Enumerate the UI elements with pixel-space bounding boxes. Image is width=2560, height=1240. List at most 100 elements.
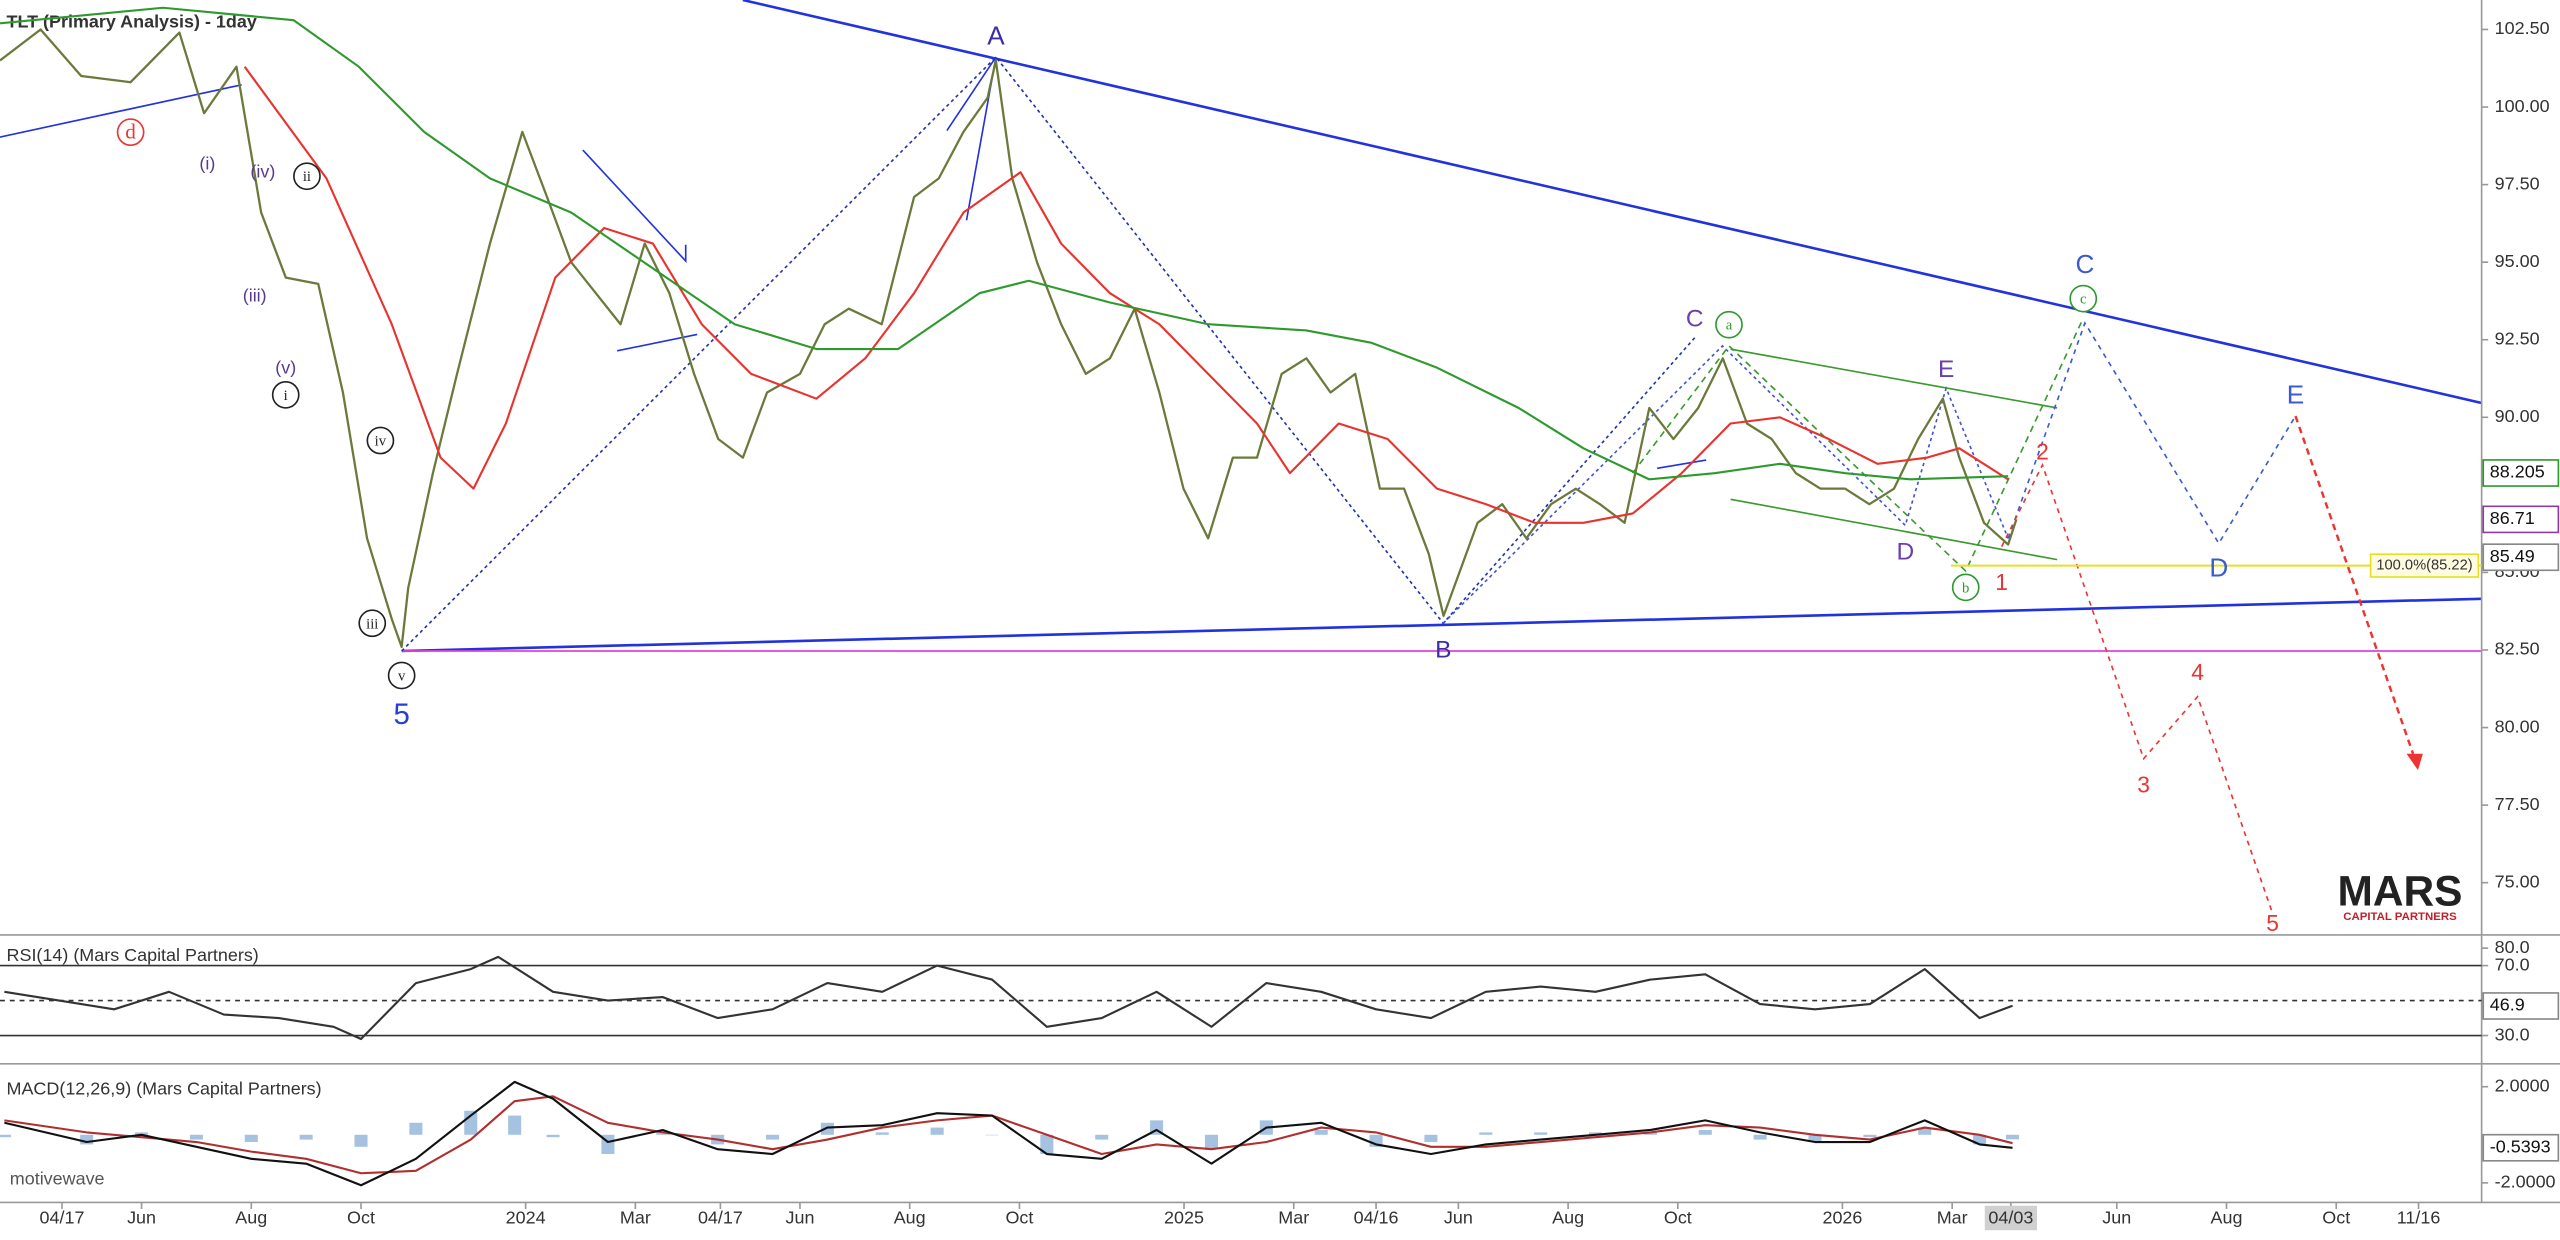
wave-label: 5: [393, 698, 409, 731]
x-tick-label: 04/16: [1354, 1208, 1399, 1228]
wave-circle: [387, 661, 416, 690]
last-value-label: 46.9: [2490, 995, 2525, 1015]
wave-label: B: [1435, 636, 1451, 663]
x-tick-highlight: [1984, 1205, 2037, 1231]
x-tick-label: Oct: [2322, 1208, 2350, 1228]
y-tick-label: 70.0: [2495, 954, 2530, 974]
histogram-bar: [1589, 1132, 1603, 1135]
drawings: [0, 0, 2560, 1204]
series-line: [4, 1080, 2013, 1187]
histogram-bar: [1424, 1134, 1438, 1142]
y-tick-label: 100.00: [2495, 96, 2550, 116]
x-tick-label: Jun: [127, 1208, 156, 1228]
macd-title: MACD(12,26,9) (Mars Capital Partners): [7, 1079, 322, 1099]
level-label: 100.0%(85.22): [2376, 557, 2472, 573]
x-tick-label: Aug: [894, 1208, 926, 1228]
last-value-badge: [2482, 505, 2560, 534]
y-tick-label: 80.00: [2495, 716, 2540, 736]
wave-label: 2: [2036, 439, 2049, 465]
histogram-bar: [546, 1134, 560, 1138]
last-value-badge: [2482, 1133, 2560, 1162]
wave-circle: [2069, 284, 2098, 313]
x-tick-label: 04/17: [40, 1208, 85, 1228]
level-label-bg: [2369, 553, 2480, 578]
wave-label: E: [2287, 379, 2304, 409]
y-tick-label: 102.50: [2495, 18, 2550, 38]
y-tick-label: 97.50: [2495, 173, 2540, 193]
wave-circle: [358, 609, 387, 638]
y-tick-label: 2.0000: [2495, 1075, 2550, 1095]
histogram-bar: [820, 1122, 834, 1135]
y-tick-label: 90.00: [2495, 406, 2540, 426]
wave-label: (v): [275, 357, 296, 377]
series-line: [0, 6, 2009, 481]
logo-name: MARS: [2338, 867, 2463, 914]
histogram-bar: [1698, 1129, 1712, 1135]
histogram-bar: [1643, 1132, 1657, 1135]
logo-tagline: CAPITAL PARTNERS: [2343, 911, 2457, 923]
wave-label: C: [1686, 305, 1704, 332]
wave-label: v: [398, 668, 406, 684]
wave-label: i: [284, 388, 288, 404]
wave-circle: [366, 426, 395, 455]
wave-label: (i): [199, 154, 215, 174]
last-value-label: 86.71: [2490, 508, 2535, 528]
last-value-label: 85.49: [2490, 546, 2535, 566]
x-tick-label: Oct: [1005, 1208, 1033, 1228]
y-tick-label: 30.0: [2495, 1024, 2530, 1044]
x-tick-label: 2025: [1164, 1208, 1204, 1228]
x-tick-label: Mar: [1937, 1208, 1968, 1228]
x-tick-label: 04/03: [1988, 1208, 2033, 1228]
x-tick-label: 2026: [1822, 1208, 1862, 1228]
wave-label: 5: [2266, 910, 2279, 936]
wave-label: iii: [366, 616, 378, 632]
x-tick-label: Jun: [2102, 1208, 2131, 1228]
wave-label: A: [987, 20, 1005, 50]
last-value-label: 88.205: [2490, 462, 2545, 482]
y-tick-label: 92.50: [2495, 328, 2540, 348]
histogram-bar: [1863, 1134, 1877, 1138]
last-value-badge: [2482, 992, 2560, 1020]
wave-label: b: [1962, 580, 1969, 596]
histogram-bar: [464, 1110, 478, 1135]
histogram-bar: [1040, 1134, 1054, 1155]
x-tick-label: Mar: [620, 1208, 651, 1228]
y-tick-label: 82.50: [2495, 639, 2540, 659]
y-tick-label: 80.0: [2495, 937, 2530, 957]
histogram-bar: [656, 1132, 670, 1135]
histogram-bar: [1753, 1134, 1767, 1140]
wave-label: a: [1726, 318, 1733, 334]
wave-label: (iii): [243, 286, 267, 306]
y-tick-label: -2.0000: [2495, 1172, 2556, 1192]
histogram-bar: [765, 1134, 780, 1140]
x-tick-label: 04/17: [698, 1208, 743, 1228]
wave-label: C: [2075, 249, 2094, 279]
histogram-bar: [135, 1132, 149, 1135]
wave-circle: [1715, 310, 1743, 339]
histogram-bar: [508, 1115, 522, 1135]
histogram-bar: [1973, 1134, 1987, 1145]
wave-label: (iv): [250, 162, 275, 182]
wave-circle: [271, 380, 300, 409]
rsi-title: RSI(14) (Mars Capital Partners): [7, 945, 259, 965]
x-tick-label: Oct: [347, 1208, 375, 1228]
histogram-bar: [1204, 1134, 1218, 1150]
histogram-bar: [1534, 1132, 1548, 1135]
y-tick-label: 75.00: [2495, 871, 2540, 891]
histogram-bar: [875, 1132, 889, 1135]
x-tick-label: 2024: [506, 1208, 546, 1228]
wave-label: c: [2080, 292, 2087, 308]
histogram-bar: [299, 1134, 313, 1140]
x-tick-label: Aug: [1552, 1208, 1584, 1228]
wave-label: 3: [2137, 771, 2150, 797]
series-line: [243, 66, 2009, 524]
wave-circle: [116, 118, 145, 147]
x-tick-label: Aug: [2211, 1208, 2243, 1228]
wave-circle: [293, 162, 321, 191]
wave-circle: [1951, 573, 1980, 602]
wave-label: E: [1938, 356, 1954, 383]
wave-label: D: [2209, 552, 2228, 582]
series-line: [0, 28, 2018, 649]
histogram-bar: [189, 1134, 203, 1140]
